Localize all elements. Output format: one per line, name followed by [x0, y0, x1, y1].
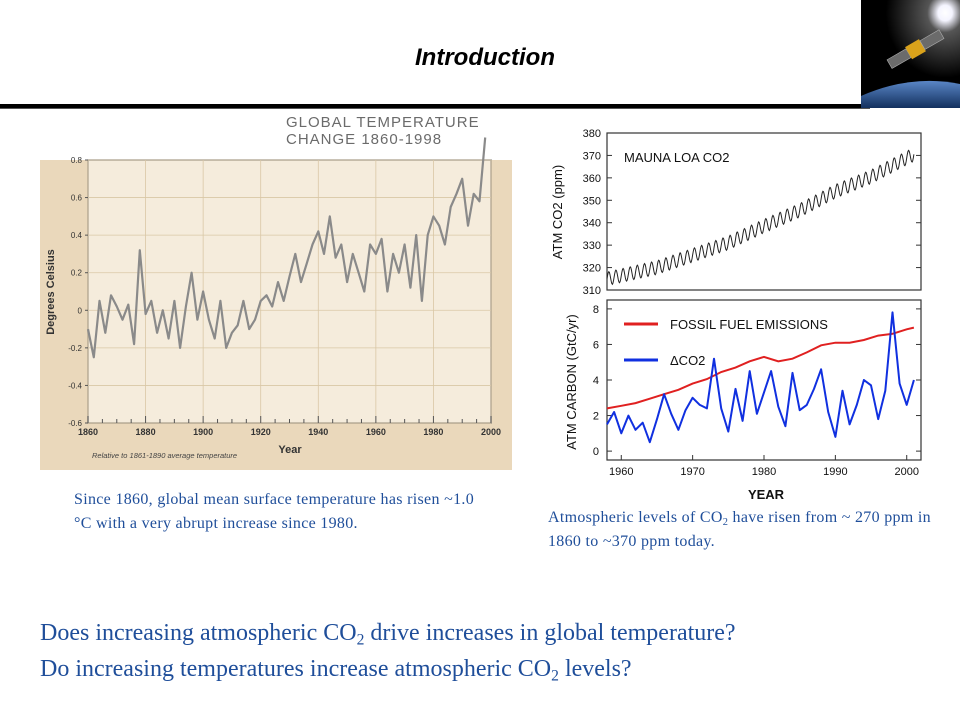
co2-y-tick-label: 310 — [583, 285, 601, 297]
temperature-x-tick-label: 1940 — [308, 427, 328, 437]
temperature-x-tick-label: 1980 — [423, 427, 443, 437]
co2-top-plot-frame — [606, 132, 922, 291]
temperature-x-tick-label: 1920 — [251, 427, 271, 437]
temperature-x-tick-label: 1880 — [136, 427, 156, 437]
carbon-y-tick-label: 2 — [593, 411, 599, 423]
slide-title: Introduction — [415, 44, 555, 71]
temperature-y-tick-label: 0.8 — [71, 156, 83, 165]
temperature-y-tick-label: 0.4 — [71, 231, 83, 240]
legend-label-fossil-fuel: FOSSIL FUEL EMISSIONS — [670, 317, 828, 332]
question-2-pre: Do increasing temperatures increase atmo… — [40, 656, 552, 682]
co2-y-tick-label: 340 — [583, 218, 601, 230]
co2-y-axis-label: ATM CO2 (ppm) — [550, 165, 565, 259]
temperature-y-tick-label: -0.6 — [68, 419, 82, 428]
carbon-x-tick-label: 1980 — [752, 466, 776, 478]
temperature-y-tick-label: -0.4 — [68, 381, 82, 390]
co2-y-tick-label: 320 — [583, 263, 601, 275]
carbon-x-tick-label: 1970 — [680, 466, 704, 478]
temperature-x-tick-label: 1960 — [366, 427, 386, 437]
temperature-plot-frame — [87, 159, 492, 424]
temperature-y-tick-label: 0.2 — [71, 269, 83, 278]
temperature-caption: Since 1860, global mean surface temperat… — [74, 491, 474, 532]
carbon-y-tick-label: 4 — [593, 375, 599, 387]
temperature-y-tick-label: 0 — [78, 306, 83, 315]
legend-label-delta-co2: ΔCO2 — [670, 353, 705, 368]
carbon-y-axis-label: ATM CARBON (GtC/yr) — [564, 314, 579, 450]
question-2-post: levels? — [558, 656, 632, 682]
delta-co2-line — [606, 311, 915, 444]
title-rule-thin — [0, 108, 870, 109]
carbon-y-tick-label: 8 — [593, 304, 599, 316]
co2-y-tick-label: 380 — [583, 128, 601, 140]
co2-chart-title: MAUNA LOA CO2 — [624, 150, 729, 165]
temperature-y-axis-label: Degrees Celsius — [45, 249, 57, 335]
question-1-pre: Does increasing atmospheric CO — [40, 620, 357, 646]
co2-y-tick-label: 370 — [583, 150, 601, 162]
fossil-fuel-emissions-line — [606, 326, 915, 410]
co2-caption-post: have risen from ~ 270 ppm in 1860 to ~37… — [548, 509, 931, 550]
question-2-subscript: 2 — [551, 667, 559, 685]
co2-y-tick-label: 350 — [583, 195, 601, 207]
co2-caption: Atmospheric levels of CO2 have risen fro… — [548, 506, 938, 554]
co2-y-tick-label: 330 — [583, 240, 601, 252]
question-temperature-drives-co2: Do increasing temperatures increase atmo… — [40, 656, 632, 685]
temperature-y-tick-label: 0.6 — [71, 194, 83, 203]
co2-mauna-loa-line — [606, 149, 915, 286]
co2-carbon-chart: 310 320 330 340 350 360 370 380 0 2 4 6 8 1960 1970 1… — [550, 128, 922, 502]
temperature-chart: GLOBAL TEMPERATURE CHANGE 1860-1998 -0.6… — [40, 114, 512, 470]
co2-y-tick-label: 360 — [583, 173, 601, 185]
carbon-x-tick-label: 2000 — [894, 466, 918, 478]
co2-caption-pre: Atmospheric levels of CO — [548, 509, 723, 526]
temperature-baseline-note: Relative to 1861-1890 average temperatur… — [92, 451, 237, 460]
question-co2-drives-temperature: Does increasing atmospheric CO2 drive in… — [40, 620, 736, 649]
carbon-y-tick-label: 0 — [593, 446, 599, 458]
temperature-x-tick-label: 1900 — [193, 427, 213, 437]
carbon-x-axis-label: YEAR — [748, 487, 785, 502]
carbon-y-tick-label: 6 — [593, 339, 599, 351]
temperature-x-tick-label: 2000 — [481, 427, 501, 437]
temperature-x-tick-label: 1860 — [78, 427, 98, 437]
temperature-chart-title-line1: GLOBAL TEMPERATURE — [286, 114, 480, 131]
question-1-subscript: 2 — [356, 631, 365, 649]
temperature-x-axis-label: Year — [278, 444, 302, 456]
temperature-y-tick-label: -0.2 — [68, 344, 82, 353]
carbon-x-tick-label: 1990 — [823, 466, 847, 478]
temperature-chart-title-line2: CHANGE 1860-1998 — [286, 131, 442, 148]
title-rule — [0, 104, 870, 108]
satellite-image — [861, 0, 960, 108]
carbon-x-tick-label: 1960 — [609, 466, 633, 478]
question-1-post: drive increases in global temperature? — [364, 620, 736, 646]
temperature-series-line — [86, 137, 487, 359]
co2-caption-subscript: 2 — [722, 517, 729, 529]
